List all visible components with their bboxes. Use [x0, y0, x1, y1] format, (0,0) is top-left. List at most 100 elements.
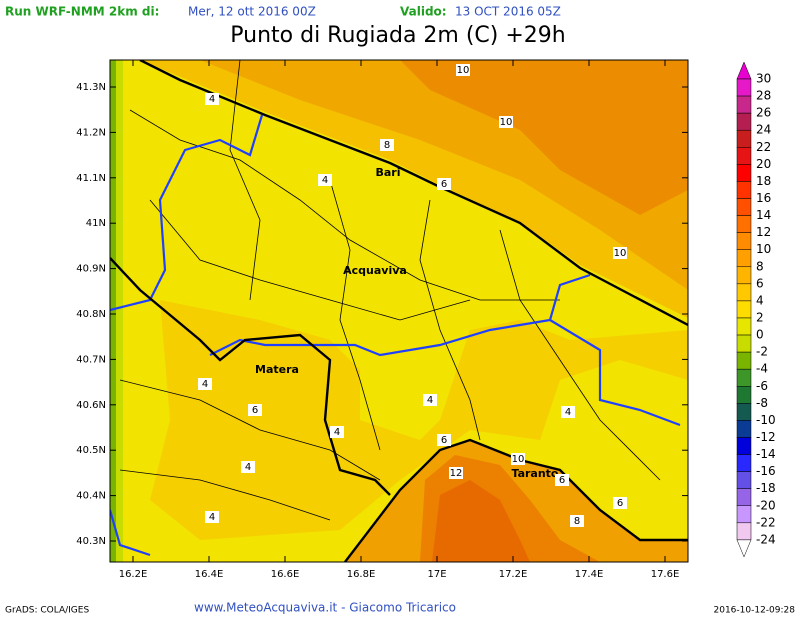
colorbar-box: [736, 403, 752, 421]
contour-label-bg: [456, 64, 470, 76]
contour-label-bg: [561, 406, 575, 418]
lat-label: 40.3N: [76, 536, 106, 547]
contour-label: 6: [559, 475, 565, 486]
colorbar-label: 14: [756, 208, 771, 222]
colorbar-box: [736, 386, 752, 404]
colorbar-box: [736, 420, 752, 438]
colorbar-box: [736, 505, 752, 524]
colorbar-label: -2: [756, 345, 768, 359]
colorbar-label: 24: [756, 123, 771, 137]
contour-label-bg: [205, 511, 219, 523]
lon-label: 16.4E: [195, 569, 224, 580]
place-name: Acquaviva: [343, 264, 407, 277]
place-name: Bari: [375, 166, 400, 179]
contour-label: 4: [209, 512, 215, 523]
colorbar-label: -16: [756, 464, 776, 478]
colorbar-box: [736, 147, 752, 165]
colorbar-box: [736, 78, 752, 97]
colorbar-box: [736, 351, 752, 370]
colorbar-box: [736, 317, 752, 336]
map: [109, 59, 689, 563]
lon-label: 16.6E: [271, 569, 300, 580]
colorbar-label: 20: [756, 157, 771, 171]
colorbar-label: -12: [756, 430, 776, 444]
colorbar-box: [736, 95, 752, 114]
contour-label-bg: [511, 453, 525, 465]
lat-label: 41.2N: [76, 127, 106, 138]
contour-label-bg: [241, 461, 255, 473]
colorbar-box: [736, 112, 752, 131]
lat-label: 40.4N: [76, 491, 106, 502]
colorbar-label: 12: [756, 225, 771, 239]
lat-label: 40.6N: [76, 400, 106, 411]
contour-label-bg: [248, 404, 262, 416]
lat-label: 40.9N: [76, 264, 106, 275]
admin-borders: [119, 60, 661, 521]
colorbar-label: -24: [756, 532, 776, 546]
colorbar-label: -18: [756, 481, 776, 495]
colorbar-cap: [736, 539, 752, 558]
colorbar-box: [736, 283, 752, 302]
lon-label: 17.4E: [575, 569, 604, 580]
lat-label: 40.5N: [76, 445, 106, 456]
lat-label: 41.3N: [76, 82, 106, 93]
colorbar-label: -8: [756, 396, 768, 410]
valid-date: 13 OCT 2016 05Z: [455, 5, 561, 19]
contour-label-bg: [423, 394, 437, 406]
colorbar-label: 28: [756, 89, 771, 103]
place-name: Matera: [255, 363, 299, 376]
contour-label: 12: [450, 468, 463, 479]
colorbar-label: -20: [756, 498, 776, 512]
contour-label: 8: [384, 140, 390, 151]
contour-label-bg: [613, 497, 627, 509]
run-date: Mer, 12 ott 2016 00Z: [188, 5, 316, 19]
colorbar-box: [736, 129, 752, 148]
gulf-12-zone: [432, 480, 530, 562]
map-frame: [109, 59, 689, 563]
contour-label: 4: [565, 407, 571, 418]
contour-label-bg: [437, 434, 451, 446]
colorbar-label: -10: [756, 413, 776, 427]
colorbar-label: -22: [756, 515, 776, 529]
contour-label: 6: [441, 435, 447, 446]
contour-label-bg: [330, 426, 344, 438]
contour-label: 6: [252, 405, 258, 416]
contour-label: 4: [245, 462, 251, 473]
lon-label: 17.6E: [651, 569, 680, 580]
colorbar-box: [736, 164, 752, 182]
colorbar-box: [736, 522, 752, 541]
colorbar-cap: [736, 61, 752, 80]
lat-label: 40.8N: [76, 309, 106, 320]
contour-label: 6: [617, 498, 623, 509]
contour-label-bg: [570, 515, 584, 527]
low-dew-zone: [110, 60, 116, 562]
contour-label: 4: [322, 175, 328, 186]
lat-label: 41N: [86, 218, 106, 229]
place-name: Taranto: [511, 467, 558, 480]
colorbar-box: [736, 181, 752, 199]
colorbar-box: [736, 215, 752, 233]
colorbar-label: 2: [756, 310, 764, 324]
run-label: Run WRF-NMM 2km di:: [5, 5, 159, 19]
contour-label-bg: [205, 93, 219, 105]
contour-label: 6: [441, 179, 447, 190]
contour-label: 10: [500, 117, 513, 128]
colorbar-box: [736, 437, 752, 455]
region-borders: [110, 114, 681, 557]
lon-label: 17.2E: [499, 569, 528, 580]
colorbar-label: 6: [756, 276, 764, 290]
credit: GrADS: COLA/IGES: [5, 606, 89, 616]
colorbar-label: 18: [756, 174, 771, 188]
contour-label: 8: [574, 516, 580, 527]
sea-10-zone: [400, 60, 688, 215]
contour-label-bg: [449, 467, 463, 479]
colorbar-box: [736, 488, 752, 506]
contour-label-bg: [380, 139, 394, 151]
valid-label: Valido:: [400, 5, 447, 19]
title: Punto di Rugiada 2m (C) +29h: [230, 23, 565, 48]
colorbar-box: [736, 368, 752, 387]
site-credit: www.MeteoAcquaviva.it - Giacomo Tricaric…: [194, 601, 456, 615]
contour-label-bg: [555, 474, 569, 486]
lon-label: 16.2E: [119, 569, 148, 580]
contour-label-bg: [198, 378, 212, 390]
